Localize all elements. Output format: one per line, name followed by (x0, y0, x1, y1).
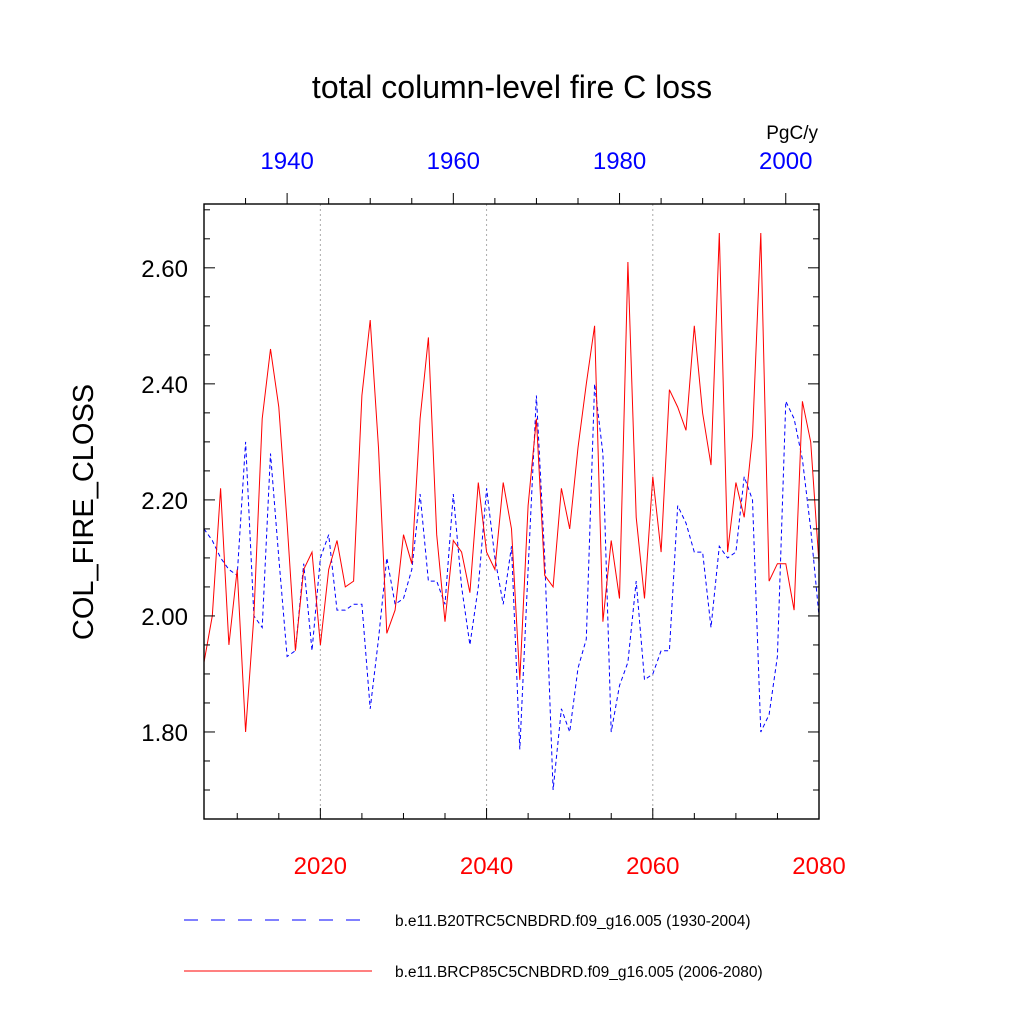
x-bottom-tick-label: 2080 (792, 853, 845, 880)
series-line-historical (203, 383, 820, 791)
series-line-rcp85 (203, 232, 820, 733)
legend-label: b.e11.B20TRC5CNBDRD.f09_g16.005 (1930-20… (395, 913, 751, 930)
x-top-tick-label: 1980 (593, 148, 646, 175)
x-bottom-tick-label: 2040 (460, 853, 513, 880)
axis-layer: 1.80 2.00 2.20 2.40 2.60 2020 2040 2060 2080 1940… (141, 148, 845, 880)
x-bottom-tick-label: 2060 (626, 853, 679, 880)
legend-label: b.e11.BRCP85C5CNBDRD.f09_g16.005 (2006-2… (395, 964, 763, 981)
x-top-tick-label: 1940 (260, 148, 313, 175)
y-axis-label: COL_FIRE_CLOSS (68, 384, 100, 640)
y-tick-label: 2.20 (141, 488, 188, 515)
y-tick-label: 2.00 (141, 604, 188, 631)
units-label: PgC/y (766, 123, 818, 144)
x-top-tick-label: 1960 (427, 148, 480, 175)
x-top-tick-label: 2000 (759, 148, 812, 175)
y-tick-label: 1.80 (141, 720, 188, 747)
chart-title: total column-level fire C loss (312, 69, 712, 105)
y-tick-label: 2.40 (141, 372, 188, 399)
legend: b.e11.B20TRC5CNBDRD.f09_g16.005 (1930-20… (184, 913, 763, 981)
x-bottom-tick-label: 2020 (294, 853, 347, 880)
grid-layer (319, 204, 654, 819)
plot-layer (203, 232, 820, 791)
plot-frame (203, 203, 820, 820)
y-tick-label: 2.60 (141, 256, 188, 283)
